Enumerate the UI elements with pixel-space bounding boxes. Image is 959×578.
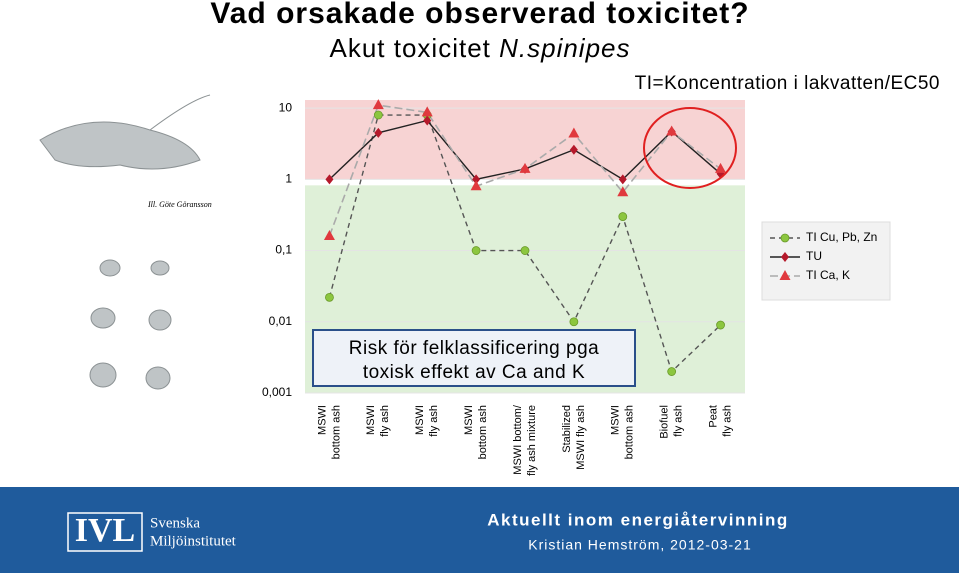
subtitle-species: N.spinipes <box>499 33 630 63</box>
point <box>520 246 530 255</box>
highlight-ring <box>643 107 737 189</box>
x-tick-label: MSWI <box>610 405 622 435</box>
x-tick-label: Biofuel <box>659 405 671 439</box>
point <box>372 99 384 110</box>
subtitle-text: Akut toxicitet <box>329 33 499 63</box>
x-tick-label: fly ash <box>721 405 733 437</box>
point <box>666 125 678 136</box>
point <box>472 174 481 185</box>
nauplius <box>150 260 170 276</box>
point <box>715 162 727 173</box>
callout-text: Risk för felklassificering pga <box>349 338 599 359</box>
x-tick-label: fly ash <box>428 405 440 437</box>
point <box>568 127 580 138</box>
y-tick-label: 0,001 <box>262 385 292 399</box>
nauplius <box>99 259 121 277</box>
illustrations <box>39 94 211 390</box>
x-tick-label: Peat <box>707 405 719 428</box>
legend-marker <box>779 270 791 280</box>
legend-label: TI Cu, Pb, Zn <box>806 230 877 244</box>
point <box>617 186 629 197</box>
point <box>618 212 628 221</box>
callout-text: toxisk effekt av Ca and K <box>363 362 585 383</box>
y-tick-label: 1 <box>285 172 292 186</box>
y-tick-label: 0,1 <box>275 243 292 257</box>
x-tick-label: fly ash mixture <box>526 405 538 476</box>
point <box>569 144 578 155</box>
footer-event: Aktuellt inom energiåtervinning <box>487 510 789 529</box>
footer-band <box>0 487 959 573</box>
logo-text: Svenska <box>150 515 200 531</box>
x-tick-label: MSWI fly ash <box>575 405 587 470</box>
x-tick-label: MSWI <box>365 405 377 435</box>
legend-marker <box>780 233 790 243</box>
nauplius <box>148 309 172 331</box>
legend-marker <box>781 252 789 262</box>
legend-label: TI Ca, K <box>806 268 850 282</box>
x-tick-label: MSWI <box>463 405 475 435</box>
point <box>569 317 579 327</box>
x-tick-label: MSWI <box>414 405 426 435</box>
legend: TI Cu, Pb, Zn TU TI Ca, K <box>761 221 891 301</box>
nauplius <box>90 307 116 329</box>
antenna <box>149 94 211 131</box>
x-tick-label: bottom ash <box>477 405 489 459</box>
footer-byline: Kristian Hemström, 2012-03-21 <box>528 537 752 553</box>
subtitle: Akut toxicitet N.spinipes <box>329 33 630 63</box>
x-tick-label: MSWI <box>316 405 328 435</box>
point <box>470 180 482 191</box>
x-tick-label: bottom ash <box>624 405 636 459</box>
series-line <box>328 114 722 373</box>
amphipod <box>39 121 201 170</box>
point <box>716 320 725 330</box>
callout-box <box>312 329 636 387</box>
point <box>519 162 531 173</box>
point <box>325 292 334 302</box>
point <box>423 115 432 126</box>
point <box>323 230 335 241</box>
nauplius <box>89 362 117 388</box>
legend-label: TU <box>806 249 822 263</box>
x-tick-label: bottom ash <box>330 405 342 459</box>
logo-frame <box>67 512 143 552</box>
point <box>618 174 627 185</box>
x-tick-label: MSWI bottom/ <box>512 404 524 475</box>
point <box>421 106 433 117</box>
y-tick-label: 10 <box>279 100 293 114</box>
slide-title: Vad orsakade observerad toxicitet? <box>210 0 749 30</box>
logo-mark: IVL <box>75 512 135 549</box>
point <box>373 110 383 120</box>
annotation: TI=Koncentration i lakvatten/EC50 <box>635 73 940 94</box>
point <box>374 127 383 138</box>
image-credit: Ill. Göte Göransson <box>147 200 212 209</box>
point <box>471 246 481 255</box>
x-tick-label: fly ash <box>379 405 391 437</box>
nauplius <box>145 366 171 390</box>
y-tick-label: 0,01 <box>269 314 293 328</box>
x-tick-label: Stabilized <box>561 405 573 453</box>
x-tick-label: fly ash <box>673 405 685 437</box>
logo-text: Miljöinstitutet <box>150 533 237 549</box>
point <box>325 174 334 185</box>
point <box>667 367 677 376</box>
